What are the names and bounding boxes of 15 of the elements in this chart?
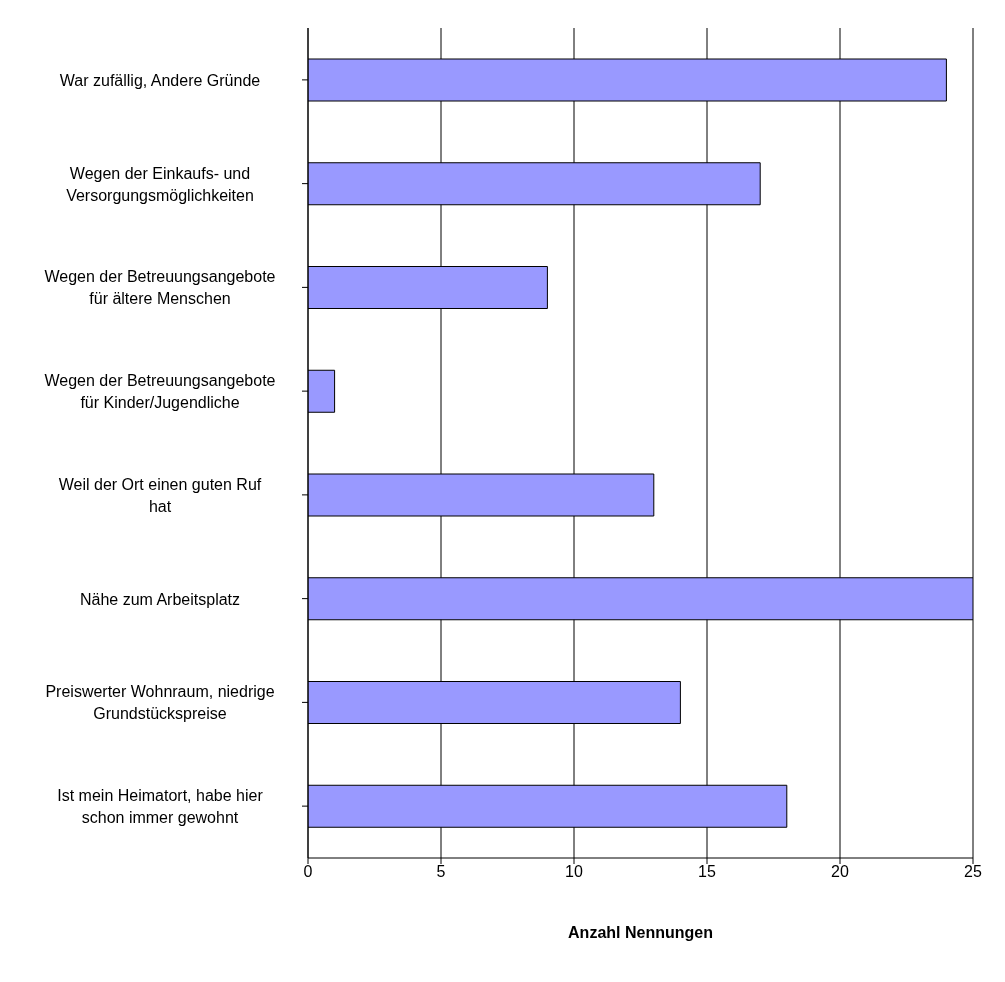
x-tick-label: 20 — [831, 863, 849, 881]
x-tick-label: 0 — [303, 863, 313, 881]
y-tick-label: Ist mein Heimatort, habe hier schon immer gewohnt — [57, 786, 264, 826]
y-tick-label: Wegen der Betreuungsangebote für ältere Menschen — [44, 267, 276, 307]
x-tick-label: 5 — [436, 863, 446, 881]
y-tick-label: Wegen der Einkaufs- und Versorgungsmöglichkeiten — [66, 164, 254, 204]
x-tick-label: 10 — [565, 863, 583, 881]
y-tick-label: Nähe zum Arbeitsplatz — [79, 590, 241, 608]
x-tick-label: 15 — [698, 863, 716, 881]
x-tick-label: 25 — [964, 863, 982, 881]
y-tick-label: Wegen der Betreuungsangebote für Kinder/Jugendliche — [44, 371, 276, 411]
x-axis-title: Anzahl Nennungen — [568, 924, 713, 941]
y-tick-label: Weil der Ort einen guten Ruf hat — [58, 475, 262, 515]
y-tick-label: War zufällig, Andere Gründe — [59, 71, 261, 89]
y-tick-label: Preiswerter Wohnraum, niedrige Grundstückspreise — [45, 682, 275, 722]
